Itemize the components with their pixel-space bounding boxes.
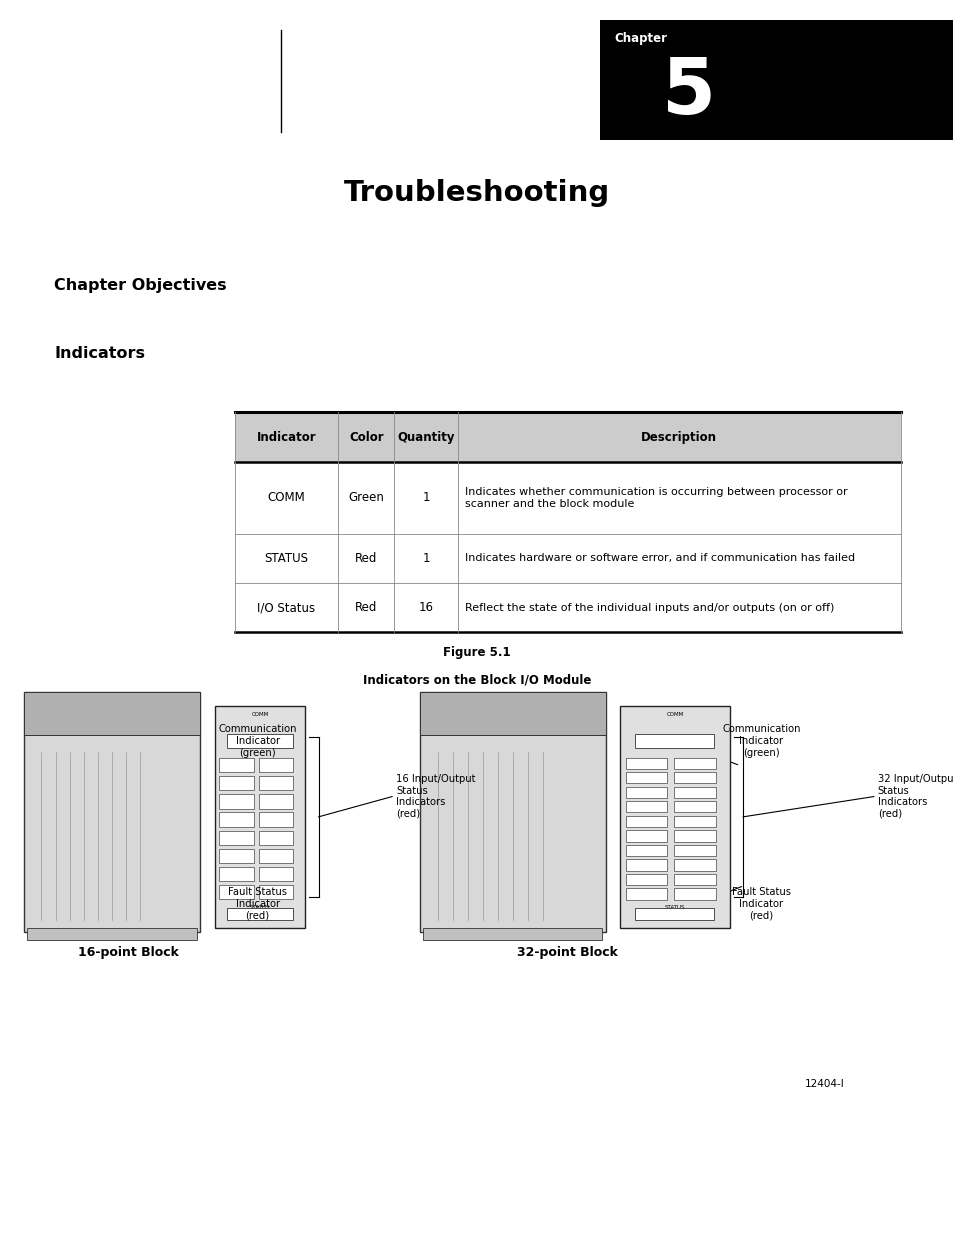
Bar <box>234 412 900 462</box>
Bar <box>673 860 715 871</box>
Text: Chapter Objectives: Chapter Objectives <box>54 278 227 293</box>
Bar <box>219 758 253 772</box>
Text: COMM: COMM <box>251 711 269 716</box>
Text: Indicates whether communication is occurring between processor or
scanner and th: Indicates whether communication is occur… <box>465 487 847 509</box>
Text: Quantity: Quantity <box>397 431 455 443</box>
Text: 16: 16 <box>418 601 434 614</box>
Bar <box>227 908 293 920</box>
Text: STATUS: STATUS <box>264 552 308 564</box>
Bar <box>635 908 714 920</box>
Bar <box>673 757 715 769</box>
Text: Fault Status
Indicator
(red): Fault Status Indicator (red) <box>228 888 287 920</box>
Text: COMM: COMM <box>267 492 305 504</box>
Text: 1: 1 <box>422 492 430 504</box>
Bar <box>24 692 200 735</box>
Text: Red: Red <box>355 552 377 564</box>
Bar <box>625 757 666 769</box>
Bar <box>219 794 253 809</box>
Bar <box>219 848 253 863</box>
Bar <box>24 692 200 932</box>
Bar <box>673 873 715 885</box>
Text: Fault Status
Indicator
(red): Fault Status Indicator (red) <box>731 888 790 920</box>
Text: STATUS: STATUS <box>664 905 684 910</box>
Text: 5: 5 <box>661 53 716 130</box>
Text: Troubleshooting: Troubleshooting <box>343 179 610 207</box>
Bar <box>625 772 666 783</box>
Bar <box>259 885 294 899</box>
Text: Color: Color <box>349 431 383 443</box>
Bar <box>28 927 196 940</box>
Bar <box>673 787 715 798</box>
Text: Indicator: Indicator <box>256 431 315 443</box>
Text: Indicators on the Block I/O Module: Indicators on the Block I/O Module <box>362 673 591 687</box>
Bar <box>214 706 305 927</box>
Text: Green: Green <box>348 492 384 504</box>
Text: Red: Red <box>355 601 377 614</box>
Bar <box>635 734 714 748</box>
Bar <box>259 848 294 863</box>
Bar <box>625 845 666 856</box>
Text: Figure 5.1: Figure 5.1 <box>443 646 510 659</box>
Text: Communication
Indicator
(green): Communication Indicator (green) <box>218 725 296 757</box>
Text: 1: 1 <box>422 552 430 564</box>
Text: Communication
Indicator
(green): Communication Indicator (green) <box>721 725 800 757</box>
Text: Chapter: Chapter <box>614 32 667 46</box>
Text: Reflect the state of the individual inputs and/or outputs (on or off): Reflect the state of the individual inpu… <box>465 603 834 613</box>
Bar <box>625 787 666 798</box>
Bar <box>219 777 253 790</box>
Text: Description: Description <box>640 431 717 443</box>
Bar <box>673 888 715 899</box>
Bar <box>227 734 293 748</box>
Bar <box>219 885 253 899</box>
Text: 16-point Block: 16-point Block <box>78 946 179 960</box>
Bar <box>419 692 605 735</box>
Text: Indicates hardware or software error, and if communication has failed: Indicates hardware or software error, an… <box>465 553 855 563</box>
Bar <box>219 867 253 881</box>
Bar <box>259 777 294 790</box>
Bar <box>423 927 601 940</box>
Bar <box>419 692 605 932</box>
Bar <box>259 758 294 772</box>
Bar <box>259 813 294 826</box>
Bar <box>673 772 715 783</box>
Bar <box>219 831 253 845</box>
Bar <box>259 794 294 809</box>
Bar <box>619 706 729 927</box>
Text: COMM: COMM <box>665 711 683 716</box>
Bar <box>625 802 666 813</box>
Bar <box>673 845 715 856</box>
Bar <box>673 830 715 841</box>
Text: 32-point Block: 32-point Block <box>517 946 618 960</box>
Text: STATUS: STATUS <box>250 905 270 910</box>
Bar <box>259 867 294 881</box>
Bar <box>219 813 253 826</box>
Text: 16 Input/Output
Status
Indicators
(red): 16 Input/Output Status Indicators (red) <box>395 774 475 819</box>
Bar <box>673 802 715 813</box>
Bar <box>625 873 666 885</box>
Bar <box>625 830 666 841</box>
Bar <box>625 860 666 871</box>
Bar <box>259 831 294 845</box>
FancyBboxPatch shape <box>599 20 953 140</box>
Text: Indicators: Indicators <box>54 346 145 361</box>
Text: 32 Input/Output
Status
Indicators
(red): 32 Input/Output Status Indicators (red) <box>877 774 953 819</box>
Bar <box>673 815 715 827</box>
Text: 12404-I: 12404-I <box>803 1079 843 1089</box>
Text: I/O Status: I/O Status <box>257 601 315 614</box>
Bar <box>625 815 666 827</box>
Bar <box>625 888 666 899</box>
